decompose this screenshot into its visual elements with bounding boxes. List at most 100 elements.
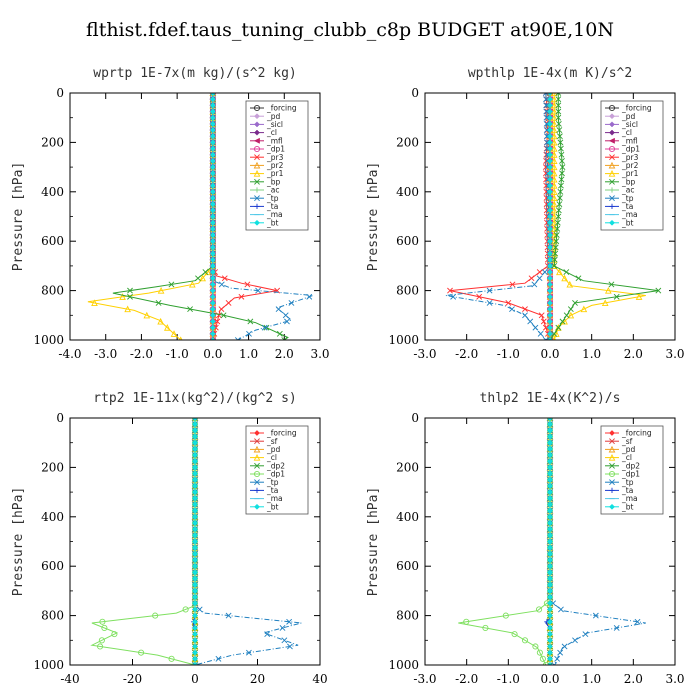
series-marker-bt [547, 287, 553, 294]
series-marker-bp [127, 287, 133, 294]
series-marker-dp1 [463, 618, 470, 625]
legend-swatch-marker [608, 470, 616, 478]
series-marker-bt [547, 563, 553, 570]
series-marker-bt [209, 201, 216, 208]
series-marker-bt [209, 157, 216, 164]
series-marker-tp [234, 337, 241, 340]
series-marker-bt [547, 281, 553, 288]
legend-swatch-marker [608, 161, 616, 169]
series-marker-bt [192, 433, 198, 440]
series-marker-bp [202, 269, 209, 275]
series-marker-tp [592, 612, 599, 619]
x-tick-label: -4.0 [58, 347, 81, 361]
panel-1: wprtp 1E-7x(m kg)/(s^2 kg) Pressure [hPa]… [11, 66, 330, 361]
y-tick-label: 400 [41, 185, 64, 199]
series-marker-bp [127, 293, 133, 300]
series-marker-bt [192, 532, 198, 539]
series-marker-bp [554, 219, 561, 226]
series-marker-bt [547, 427, 553, 434]
series-marker-bt [192, 575, 198, 582]
legend-label: _sf [621, 437, 633, 446]
series-line-pr3 [449, 93, 551, 340]
legend-label: _cl [621, 453, 632, 462]
x-tick-label: 1.0 [582, 347, 601, 361]
legend-swatch-marker [254, 438, 260, 445]
legend-swatch-marker [253, 470, 261, 478]
series-marker-bp [557, 139, 564, 146]
series-marker-dp1 [182, 606, 189, 613]
series-marker-bt [192, 507, 198, 514]
x-tick-label: 3.0 [665, 347, 684, 361]
series-marker-bt [547, 445, 553, 452]
legend-swatch-marker [254, 479, 260, 486]
series-marker-bt [192, 587, 198, 594]
series-marker-bt [547, 470, 553, 477]
series-marker-tp [288, 300, 295, 306]
series-marker-bt [547, 96, 553, 103]
series-marker-bt [209, 256, 216, 263]
series-marker-pr3 [221, 275, 228, 282]
series-marker-bt [547, 157, 553, 164]
series-marker-bt [547, 188, 553, 195]
series-marker-bt [547, 526, 553, 533]
legend-label: _pd [266, 445, 281, 454]
series-marker-bt [192, 606, 198, 613]
series-marker-pr1 [163, 324, 171, 331]
plot-frame [69, 92, 321, 341]
legend-label: _ma [266, 210, 283, 219]
series-marker-bt [192, 550, 198, 557]
legend-swatch-marker [254, 430, 260, 436]
series-marker-pr3 [215, 312, 222, 319]
x-tick-label: 0.0 [540, 347, 559, 361]
legend-swatch-marker [609, 219, 615, 226]
series-marker-bp [608, 281, 615, 288]
series-marker-bp [556, 133, 563, 140]
series-marker-tp [286, 618, 293, 625]
legend-swatch-marker [253, 104, 261, 112]
series-marker-bt [209, 293, 216, 300]
series-marker-pr1 [119, 293, 126, 300]
series-marker-bt [209, 170, 216, 177]
legend-label: _dp1 [621, 145, 640, 154]
series-marker-bp [195, 275, 201, 282]
series-marker-bp [263, 324, 270, 331]
x-tick-label: 3.0 [310, 347, 329, 361]
series-marker-bt [547, 476, 553, 483]
plot-frame [69, 417, 321, 666]
legend-label: _forcing [621, 429, 652, 438]
series-marker-bt [192, 631, 198, 638]
series-marker-bt [547, 649, 553, 656]
series-marker-tp [275, 306, 282, 313]
series-marker-bt [547, 275, 553, 282]
series-marker-bt [209, 133, 216, 140]
series-line-tp [212, 93, 314, 340]
legend-swatch-marker [254, 195, 260, 202]
series-marker-bp [555, 102, 562, 109]
series-marker-bp [552, 244, 559, 251]
series-marker-bp [613, 293, 620, 300]
legend-label: _dp1 [266, 470, 285, 479]
legend-swatch-marker [608, 145, 616, 153]
series-marker-bt [547, 550, 553, 557]
y-tick-label: 1000 [33, 658, 64, 672]
legend-swatch-marker [254, 178, 260, 185]
series-marker-tp [550, 600, 557, 607]
series-marker-bp [575, 275, 582, 282]
series-marker-pr3 [238, 293, 245, 300]
series-marker-tp [543, 108, 550, 115]
series-marker-tp [245, 649, 252, 656]
y-tick-label: 800 [41, 284, 64, 298]
series-marker-bt [192, 439, 198, 446]
series-marker-bt [547, 93, 553, 96]
y-tick-label: 0 [411, 86, 419, 100]
legend-label: _tp [266, 478, 279, 487]
series-marker-dp1 [111, 631, 118, 638]
y-axis-label: Pressure [hPa] [11, 162, 26, 272]
series-marker-bt [547, 452, 553, 459]
legend-swatch-marker [609, 154, 615, 161]
x-tick-label: -1.0 [497, 672, 520, 686]
series-marker-bt [209, 145, 216, 152]
legend-swatch-marker [608, 445, 616, 453]
series-marker-bt [209, 318, 216, 325]
y-tick-label: 800 [41, 609, 64, 623]
